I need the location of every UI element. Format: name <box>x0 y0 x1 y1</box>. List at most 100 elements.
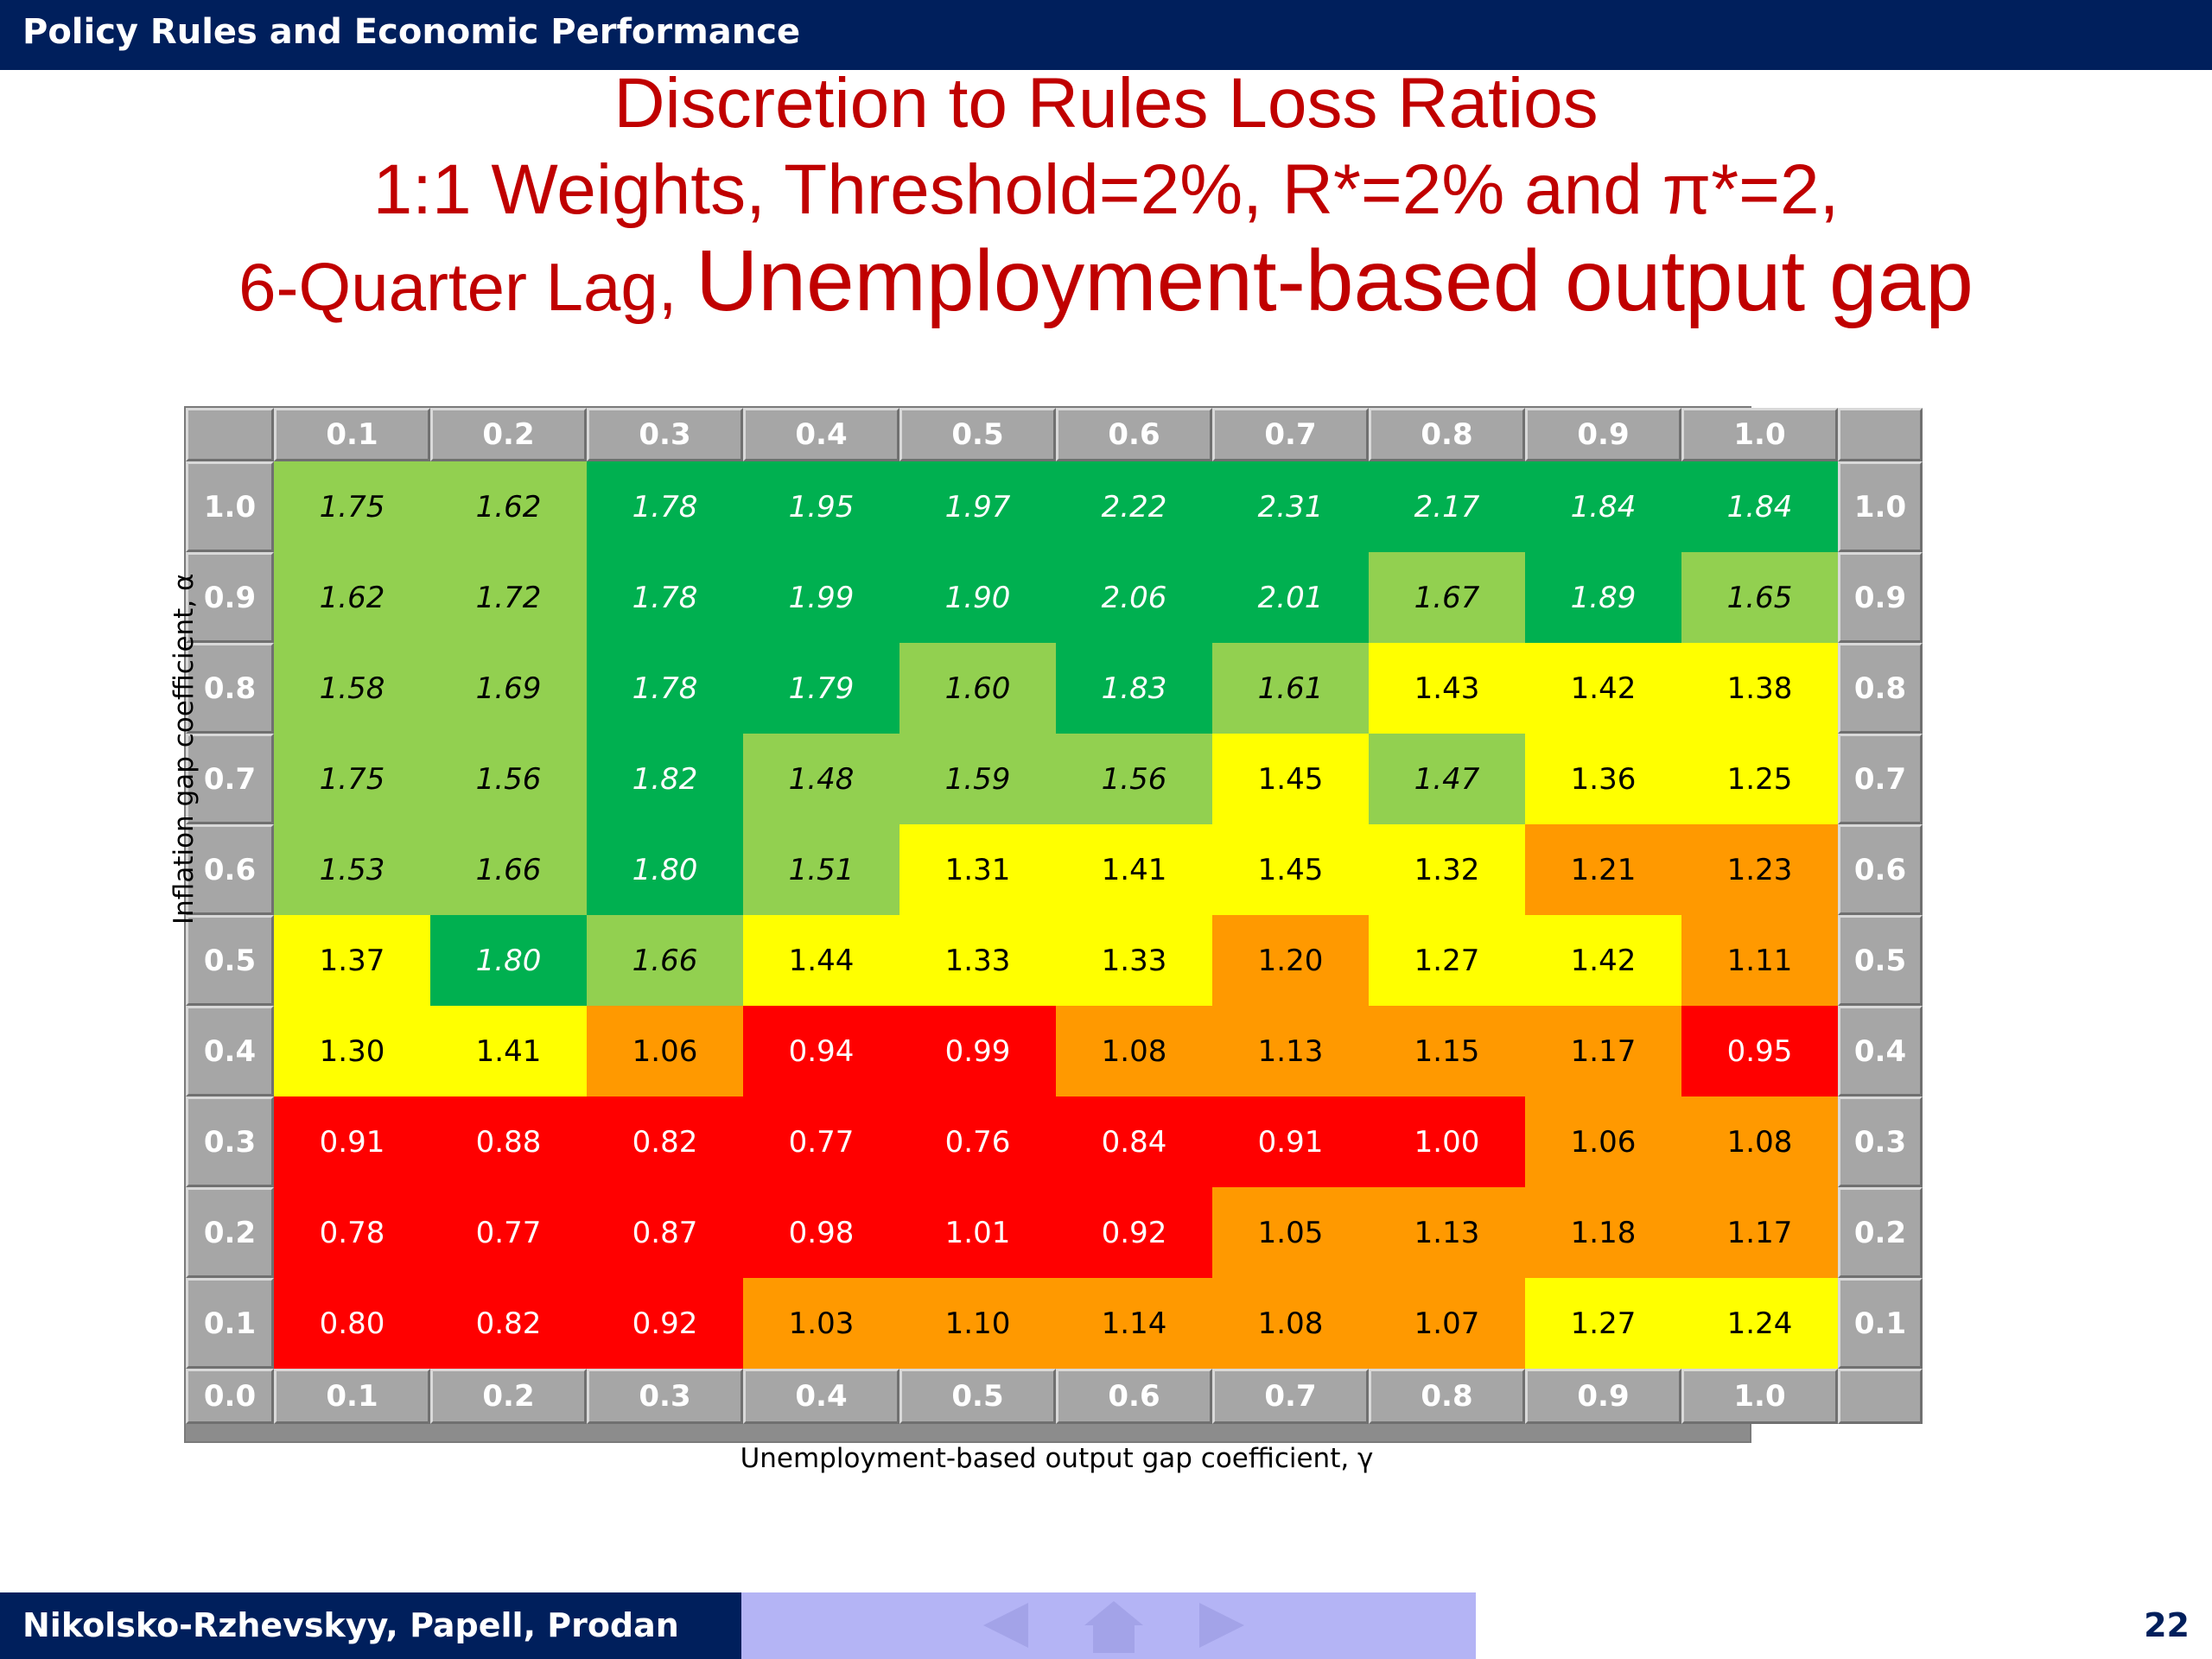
heatmap-cell: 1.89 <box>1525 552 1681 643</box>
heatmap-cell: 0.80 <box>274 1278 430 1369</box>
heatmap-cell: 1.33 <box>899 915 1056 1006</box>
heatmap-cell: 0.84 <box>1056 1096 1212 1187</box>
heatmap-cell: 1.41 <box>430 1006 587 1096</box>
column-header: 0.4 <box>743 408 899 461</box>
corner-cell <box>1838 1369 1923 1424</box>
corner-cell <box>1838 408 1923 461</box>
heatmap-cell: 1.33 <box>1056 915 1212 1006</box>
heatmap-cell: 1.21 <box>1525 824 1681 915</box>
heatmap-cell: 1.13 <box>1212 1006 1369 1096</box>
heatmap-cell: 0.91 <box>274 1096 430 1187</box>
title-line-1: Discretion to Rules Loss Ratios <box>613 64 1599 143</box>
heatmap-cell: 0.88 <box>430 1096 587 1187</box>
column-header: 0.1 <box>274 408 430 461</box>
heatmap-cell: 1.30 <box>274 1006 430 1096</box>
title-line-3-emphasis: Unemployment-based output gap <box>696 232 1974 329</box>
column-footer: 0.6 <box>1056 1369 1212 1424</box>
heatmap-cell: 0.87 <box>587 1187 743 1278</box>
column-footer: 0.3 <box>587 1369 743 1424</box>
heatmap-cell: 1.45 <box>1212 734 1369 824</box>
heatmap-cell: 1.84 <box>1681 461 1838 552</box>
heatmap-cell: 1.72 <box>430 552 587 643</box>
heatmap-cell: 0.82 <box>430 1278 587 1369</box>
heatmap-cell: 1.48 <box>743 734 899 824</box>
column-footer: 0.4 <box>743 1369 899 1424</box>
column-header: 1.0 <box>1681 408 1838 461</box>
row-header: 0.3 <box>186 1096 274 1187</box>
corner-label: 0.0 <box>186 1369 274 1424</box>
heatmap-cell: 0.77 <box>430 1187 587 1278</box>
column-header: 0.9 <box>1525 408 1681 461</box>
row-header: 0.4 <box>186 1006 274 1096</box>
heatmap-cell: 1.05 <box>1212 1187 1369 1278</box>
row-header: 0.2 <box>186 1187 274 1278</box>
heatmap-cell: 1.78 <box>587 643 743 734</box>
heatmap-cell: 1.75 <box>274 461 430 552</box>
row-header: 0.6 <box>186 824 274 915</box>
heatmap-cell: 1.08 <box>1056 1006 1212 1096</box>
heatmap-cell: 1.78 <box>587 461 743 552</box>
heatmap-cell: 1.08 <box>1212 1278 1369 1369</box>
heatmap-cell: 1.41 <box>1056 824 1212 915</box>
heatmap-cell: 1.58 <box>274 643 430 734</box>
footer-authors: Nikolsko-Rzhevskyy, Papell, Prodan <box>22 1606 679 1644</box>
row-header-right: 0.2 <box>1838 1187 1923 1278</box>
heatmap-cell: 0.92 <box>587 1278 743 1369</box>
heatmap-cell: 1.62 <box>430 461 587 552</box>
header-bar: Policy Rules and Economic Performance <box>0 0 2212 70</box>
column-header: 0.6 <box>1056 408 1212 461</box>
next-arrow-icon[interactable] <box>1191 1599 1251 1651</box>
heatmap-cell: 0.78 <box>274 1187 430 1278</box>
heatmap-cell: 1.17 <box>1681 1187 1838 1278</box>
column-header: 0.3 <box>587 408 743 461</box>
heatmap-cell: 1.59 <box>899 734 1056 824</box>
heatmap-cell: 1.00 <box>1369 1096 1525 1187</box>
heatmap-cell: 1.15 <box>1369 1006 1525 1096</box>
heatmap-cell: 1.45 <box>1212 824 1369 915</box>
heatmap-cell: 0.82 <box>587 1096 743 1187</box>
row-header-right: 0.1 <box>1838 1278 1923 1369</box>
heatmap-cell: 1.43 <box>1369 643 1525 734</box>
heatmap-cell: 1.79 <box>743 643 899 734</box>
heatmap-cell: 0.76 <box>899 1096 1056 1187</box>
title-line-3-prefix: 6-Quarter Lag, <box>238 249 696 325</box>
heatmap-cell: 1.60 <box>899 643 1056 734</box>
heatmap-cell: 1.32 <box>1369 824 1525 915</box>
row-header-right: 0.3 <box>1838 1096 1923 1187</box>
heatmap-cell: 0.91 <box>1212 1096 1369 1187</box>
heatmap-cell: 1.44 <box>743 915 899 1006</box>
footer-authors-box: Nikolsko-Rzhevskyy, Papell, Prodan <box>0 1592 741 1659</box>
heatmap-cell: 1.80 <box>430 915 587 1006</box>
heatmap-cell: 1.01 <box>899 1187 1056 1278</box>
heatmap-cell: 1.53 <box>274 824 430 915</box>
home-icon[interactable] <box>1083 1599 1145 1655</box>
heatmap-cell: 1.69 <box>430 643 587 734</box>
row-header-right: 0.4 <box>1838 1006 1923 1096</box>
heatmap-cell: 1.97 <box>899 461 1056 552</box>
heatmap-cell: 2.31 <box>1212 461 1369 552</box>
column-footer: 0.9 <box>1525 1369 1681 1424</box>
prev-arrow-icon[interactable] <box>976 1599 1037 1651</box>
heatmap-cell: 2.22 <box>1056 461 1212 552</box>
heatmap-cell: 1.20 <box>1212 915 1369 1006</box>
heatmap-cell: 1.51 <box>743 824 899 915</box>
heatmap-cell: 1.75 <box>274 734 430 824</box>
row-header: 0.9 <box>186 552 274 643</box>
heatmap-cell: 1.99 <box>743 552 899 643</box>
column-footer: 1.0 <box>1681 1369 1838 1424</box>
heatmap-cell: 1.23 <box>1681 824 1838 915</box>
heatmap-cell: 0.98 <box>743 1187 899 1278</box>
heatmap-cell: 1.06 <box>1525 1096 1681 1187</box>
heatmap-cell: 1.56 <box>430 734 587 824</box>
heatmap-cell: 1.08 <box>1681 1096 1838 1187</box>
heatmap-cell: 1.61 <box>1212 643 1369 734</box>
heatmap-cell: 1.65 <box>1681 552 1838 643</box>
column-header: 0.5 <box>899 408 1056 461</box>
heatmap-cell: 1.10 <box>899 1278 1056 1369</box>
heatmap-cell: 1.95 <box>743 461 899 552</box>
column-header: 0.8 <box>1369 408 1525 461</box>
heatmap-cell: 1.83 <box>1056 643 1212 734</box>
heatmap-cell: 1.03 <box>743 1278 899 1369</box>
heatmap-cell: 1.82 <box>587 734 743 824</box>
heatmap-cell: 1.14 <box>1056 1278 1212 1369</box>
